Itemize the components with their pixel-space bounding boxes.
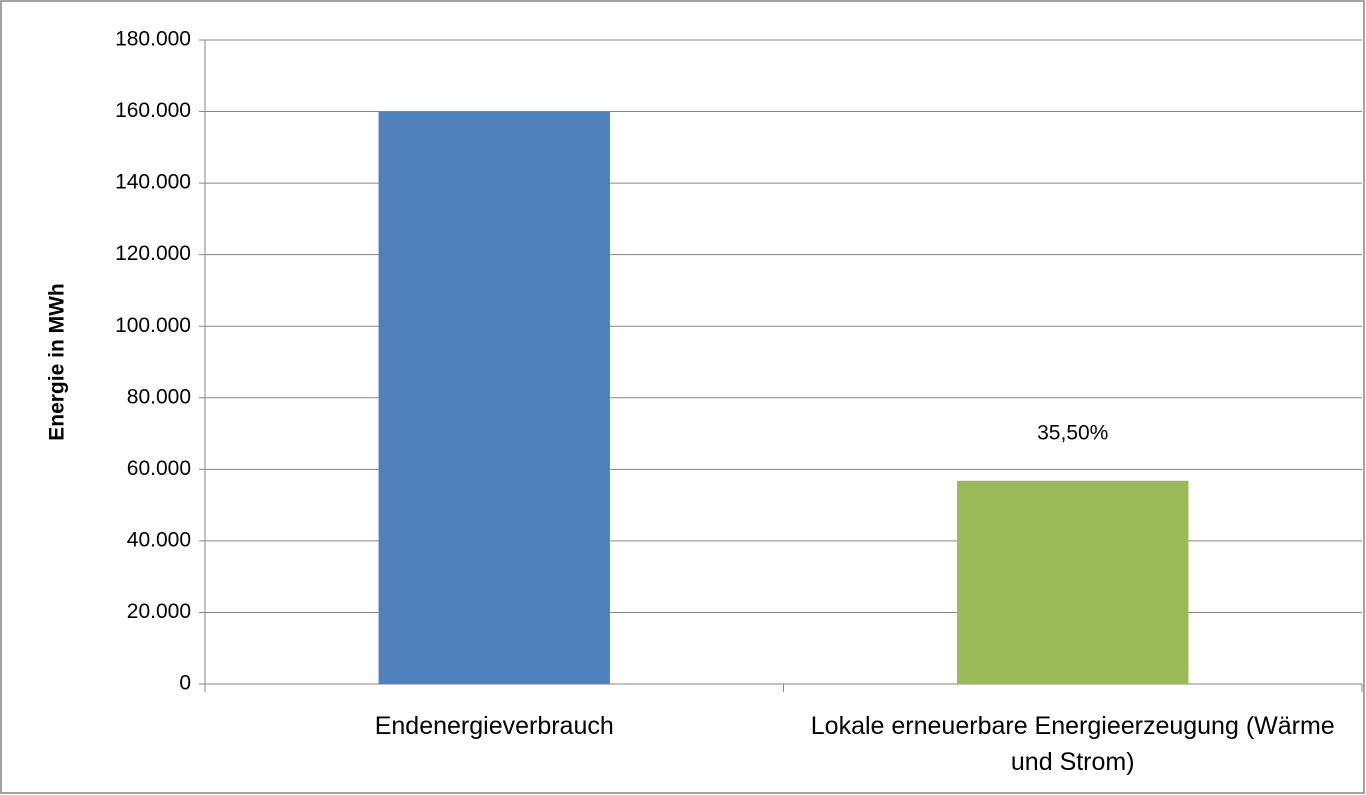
y-tick-label: 180.000 bbox=[115, 28, 191, 51]
annotation: 35,50% bbox=[1037, 421, 1108, 444]
y-tick-label: 160.000 bbox=[115, 99, 191, 122]
bar bbox=[378, 111, 610, 685]
bar bbox=[957, 480, 1189, 684]
y-tick-label: 40.000 bbox=[127, 528, 191, 551]
y-tick-label: 60.000 bbox=[127, 457, 191, 480]
y-tick-label: 0 bbox=[179, 672, 191, 695]
y-tick-label: 140.000 bbox=[115, 171, 191, 194]
y-tick-label: 120.000 bbox=[115, 242, 191, 265]
y-tick-label: 100.000 bbox=[115, 314, 191, 337]
y-tick-label: 20.000 bbox=[127, 600, 191, 623]
x-tick-label: Lokale erneuerbare Energieerzeugung (Wär… bbox=[810, 712, 1335, 776]
y-axis-title: Energie in MWh bbox=[46, 283, 69, 441]
y-tick-label: 80.000 bbox=[127, 385, 191, 408]
x-tick-label: Endenergieverbrauch bbox=[374, 712, 614, 740]
